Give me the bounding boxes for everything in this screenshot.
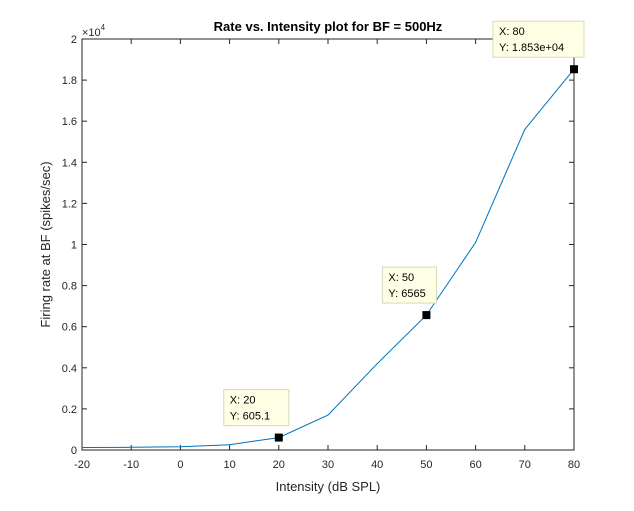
- y-axis-label: Firing rate at BF (spikes/sec): [38, 161, 53, 327]
- x-tick-label: -20: [74, 459, 90, 471]
- plot-area: [81, 38, 575, 451]
- x-tick-label: 80: [568, 459, 580, 471]
- y-tick-label: 1.8: [62, 75, 77, 87]
- x-tick-label: 50: [420, 459, 432, 471]
- y-tick-label: 0.4: [62, 363, 77, 375]
- datatip-box[interactable]: [381, 266, 437, 304]
- datatip-y-label: Y: 6565: [388, 288, 425, 300]
- datatip-x-label: X: 20: [230, 395, 256, 407]
- y-tick-label: 0.2: [62, 404, 77, 416]
- y-exponent-base: ×10: [82, 27, 101, 39]
- x-tick-label: 10: [223, 459, 235, 471]
- x-tick-label: 30: [322, 459, 334, 471]
- x-tick-label: 0: [177, 459, 183, 471]
- x-axis-label: Intensity (dB SPL): [276, 479, 381, 494]
- datatip-marker[interactable]: [274, 433, 283, 442]
- y-exponent-power: 4: [101, 23, 106, 32]
- x-tick-label: 70: [519, 459, 531, 471]
- datatip-marker[interactable]: [570, 65, 578, 74]
- data-point: [475, 241, 477, 243]
- datatip-y-label: Y: 1.853e+04: [499, 42, 564, 54]
- y-tick-label: 0.6: [62, 322, 77, 334]
- y-tick-label: 0: [71, 445, 77, 457]
- y-tick-label: 2: [71, 34, 77, 46]
- y-axis-exponent: ×104: [82, 23, 106, 39]
- data-point: [376, 363, 378, 365]
- data-point: [179, 446, 181, 448]
- data-point: [229, 444, 231, 446]
- x-tick-label: 20: [273, 459, 285, 471]
- data-point: [327, 414, 329, 416]
- y-tick-label: 1.6: [62, 116, 77, 128]
- data-point: [130, 446, 132, 448]
- x-tick-label: -10: [123, 459, 139, 471]
- datatip-box[interactable]: [492, 20, 585, 58]
- y-tick-label: 1.2: [62, 198, 77, 210]
- data-point: [524, 128, 526, 130]
- x-tick-label: 40: [371, 459, 383, 471]
- y-tick-label: 0.8: [62, 281, 77, 293]
- y-tick-label: 1: [71, 240, 77, 252]
- datatip-box[interactable]: [223, 389, 290, 427]
- datatip-y-label: Y: 605.1: [230, 411, 270, 423]
- datatip-x-label: X: 50: [388, 272, 414, 284]
- y-tick-label: 1.4: [62, 157, 77, 169]
- x-tick-label: 60: [469, 459, 481, 471]
- datatip-x-label: X: 80: [499, 26, 525, 38]
- datatip-marker[interactable]: [422, 311, 431, 320]
- data-point: [81, 447, 83, 449]
- chart-title: Rate vs. Intensity plot for BF = 500Hz: [214, 19, 443, 34]
